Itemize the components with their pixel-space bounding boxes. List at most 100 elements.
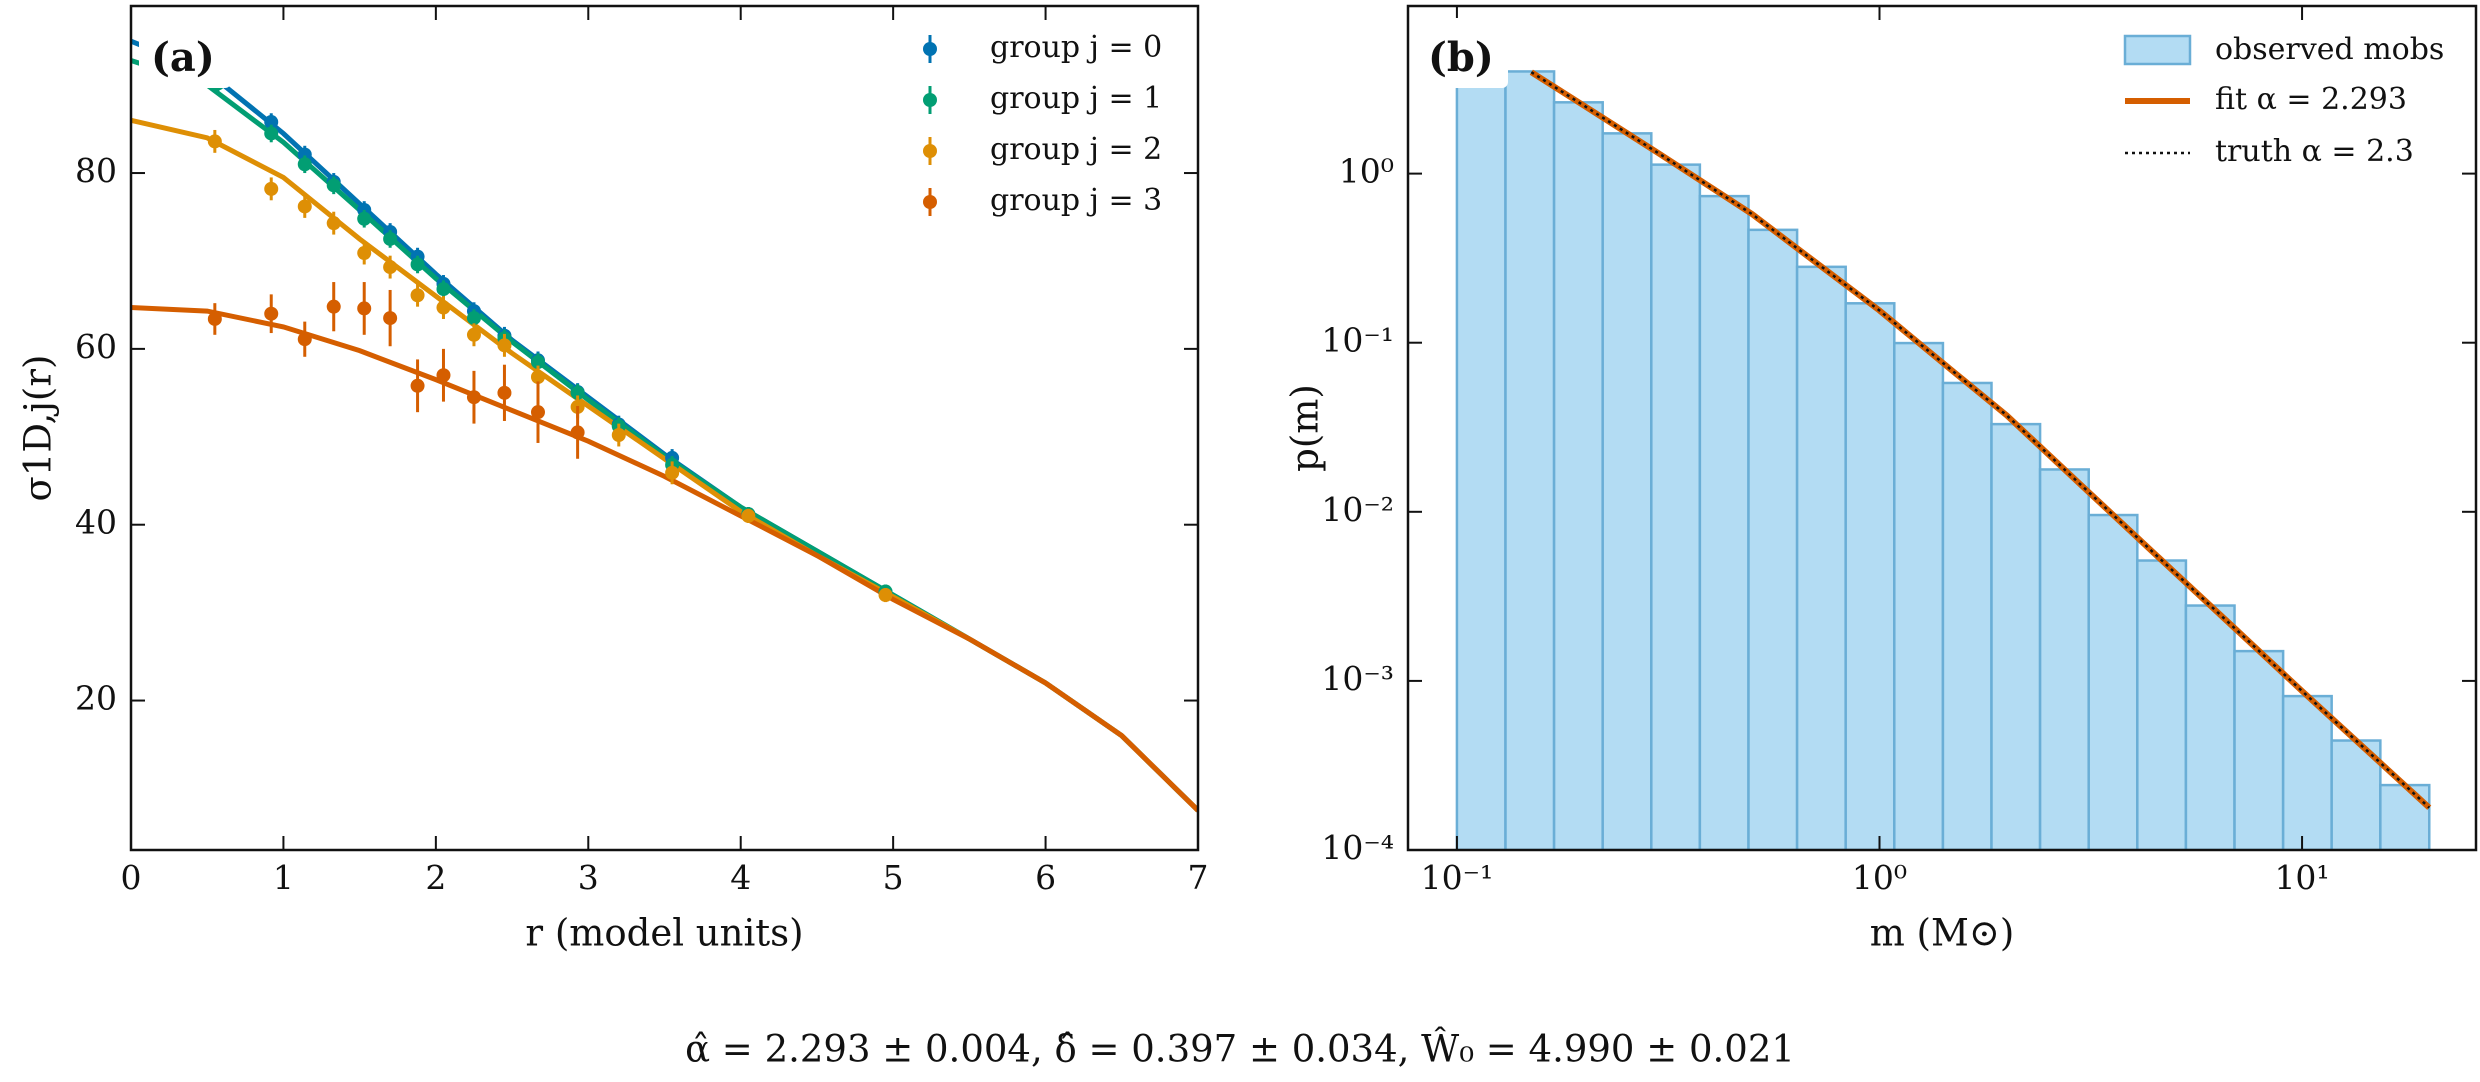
data-point (264, 115, 279, 130)
hist-bar (2136, 559, 2188, 850)
data-point (570, 425, 585, 440)
hist-bar (1601, 132, 1653, 850)
data-point (383, 231, 398, 246)
plot-area (1455, 41, 2432, 850)
x-tick-label: 3 (578, 858, 599, 897)
panel: 10⁻¹ 10⁰ 10¹ 10⁻⁴ 10⁻³ 10⁻² 10⁻¹ 10⁰ m (M⊙) p(m) (… (1284, 4, 2478, 955)
y-tick-label: 10⁻³ (1321, 659, 1394, 698)
data-point (357, 246, 372, 261)
hist-bar (1844, 302, 1896, 850)
legend-label: fit α = 2.293 (2215, 82, 2407, 117)
data-point (383, 311, 398, 326)
data-point (410, 378, 425, 393)
legend-label: observed mobs (2215, 32, 2444, 67)
panel-label: (a) (151, 34, 215, 81)
data-point (357, 211, 372, 226)
data-point (741, 508, 756, 523)
x-tick-label: 2 (425, 858, 446, 897)
data-point (466, 327, 481, 342)
data-point (264, 306, 279, 321)
data-point (297, 332, 312, 347)
legend-label: group j = 3 (990, 183, 1162, 218)
panel: 0 1 2 3 4 5 6 7 20 40 60 80 r (model units) σ1D,j(r) (… (17, 4, 1209, 955)
hist-bar (2038, 468, 2090, 850)
footer: α̂ = 2.293 ± 0.004, δ̂ = 0.397 ± 0.034, … (685, 1027, 1795, 1071)
data-point (878, 588, 893, 603)
panel-label: (b) (1428, 34, 1494, 81)
hist-bar (1795, 265, 1847, 850)
data-point (530, 355, 545, 370)
plot-area (131, 38, 1198, 813)
legend-marker (923, 195, 937, 209)
x-tick-label: 5 (883, 858, 904, 897)
y-axis-label: σ1D,j(r) (17, 355, 60, 502)
hist-bar (1941, 381, 1993, 850)
hist-bar (1552, 101, 1604, 850)
y-tick-label: 40 (75, 503, 117, 542)
y-tick-label: 80 (75, 151, 117, 190)
hist-bar (1990, 422, 2042, 850)
x-tick-label: 4 (730, 858, 751, 897)
data-point (466, 390, 481, 405)
panel-label-box (1416, 18, 1508, 88)
data-point (326, 178, 341, 193)
data-point (297, 147, 312, 162)
x-tick-label: 7 (1188, 858, 1209, 897)
legend-label: group j = 1 (990, 81, 1162, 116)
hist-bar (2281, 694, 2333, 850)
y-tick-label: 10⁰ (1339, 152, 1394, 191)
legend-label: group j = 2 (990, 132, 1162, 167)
y-tick-label: 10⁻¹ (1321, 321, 1394, 360)
hist-bar (1650, 163, 1702, 850)
y-tick-label: 10⁻² (1321, 490, 1394, 529)
data-point (297, 157, 312, 172)
panel-label-box (139, 18, 231, 88)
legend-label: truth α = 2.3 (2215, 134, 2414, 169)
legend-marker (923, 93, 937, 107)
data-point (383, 260, 398, 275)
x-axis-label: m (M⊙) (1870, 912, 2015, 955)
legend-patch (2123, 34, 2192, 66)
data-point (466, 311, 481, 326)
legend-marker (923, 144, 937, 158)
y-tick-label: 20 (75, 679, 117, 718)
y-tick-label: 60 (75, 327, 117, 366)
data-point (497, 385, 512, 400)
hist-bar (2233, 649, 2285, 850)
x-tick-label: 10¹ (2274, 858, 2329, 897)
data-point (410, 257, 425, 272)
data-point (264, 126, 279, 141)
model-curve (131, 305, 1198, 813)
hist-bar (1698, 194, 1750, 850)
x-axis-label: r (model units) (525, 912, 803, 955)
data-point (264, 181, 279, 196)
axes-frame (129, 4, 1200, 852)
legend-marker (923, 42, 937, 56)
hist-bar (1455, 41, 1507, 850)
legend-label: group j = 0 (990, 30, 1162, 65)
data-point (297, 199, 312, 214)
data-point (570, 385, 585, 400)
x-tick-label: 6 (1035, 858, 1056, 897)
hist-bar (2184, 604, 2236, 850)
data-point (665, 465, 680, 480)
data-point (497, 338, 512, 353)
hist-bar (1893, 341, 1945, 850)
x-tick-label: 10⁰ (1852, 858, 1907, 897)
hist-bar (2087, 513, 2139, 850)
hist-bar (1504, 70, 1556, 850)
data-point (436, 282, 451, 297)
hist-bar (1747, 228, 1799, 850)
x-tick-label: 1 (273, 858, 294, 897)
model-curve (131, 58, 1198, 813)
data-point (436, 300, 451, 315)
data-point (357, 301, 372, 316)
x-tick-label: 10⁻¹ (1421, 858, 1494, 897)
axes-frame (1406, 4, 2478, 852)
data-point (436, 368, 451, 383)
y-axis-label: p(m) (1284, 384, 1327, 472)
data-point (530, 370, 545, 385)
y-tick-label: 10⁻⁴ (1321, 828, 1394, 867)
data-point (530, 405, 545, 420)
